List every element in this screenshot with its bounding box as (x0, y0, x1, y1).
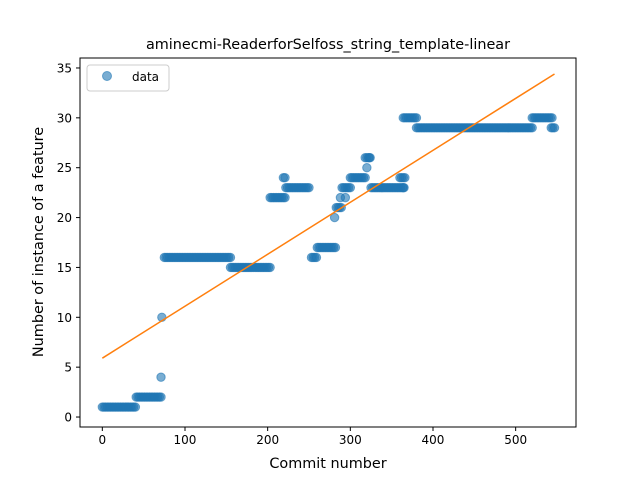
y-tick-label: 25 (57, 161, 72, 175)
data-point (360, 172, 370, 183)
x-tick-label: 200 (256, 433, 279, 447)
x-tick-label: 500 (504, 433, 527, 447)
axes-frame (79, 57, 577, 428)
x-axis-ticks: 0 100 200 300 400 500 (98, 427, 527, 447)
y-axis-label: Number of instance of a feature (31, 127, 47, 357)
data-point (411, 113, 422, 123)
data-point (549, 123, 560, 133)
legend-label-data: data (132, 70, 159, 84)
data-point (304, 182, 314, 193)
fit-line (101, 73, 555, 359)
x-axis-label: Commit number (269, 456, 386, 472)
data-point (527, 123, 537, 133)
y-tick-label: 30 (57, 111, 72, 125)
data-point (362, 163, 372, 173)
data-point (156, 392, 166, 402)
y-tick-label: 5 (64, 361, 72, 375)
chart-title: aminecmi-ReaderforSelfoss_string_templat… (146, 37, 510, 53)
data-point (329, 212, 340, 223)
data-point (280, 192, 290, 203)
data-point (130, 402, 141, 412)
data-point (265, 262, 275, 273)
y-axis-ticks: 0 5 10 15 20 25 30 35 (57, 61, 80, 425)
y-tick-label: 0 (64, 411, 72, 425)
data-point (345, 182, 356, 193)
data-point (364, 153, 375, 163)
data-point (398, 182, 408, 193)
data-point (156, 372, 166, 382)
data-point (330, 242, 341, 253)
y-tick-label: 10 (57, 311, 72, 325)
legend-marker-data (102, 71, 112, 81)
legend: data (86, 64, 170, 92)
data-point (547, 113, 557, 123)
data-point (225, 252, 236, 263)
y-tick-label: 15 (57, 261, 72, 275)
data-point (340, 192, 351, 203)
y-tick-label: 20 (57, 211, 72, 225)
y-tick-label: 35 (57, 61, 72, 75)
data-point (280, 172, 290, 183)
plot-marks (97, 73, 560, 412)
data-point (400, 172, 410, 183)
x-tick-label: 400 (422, 433, 445, 447)
x-tick-label: 300 (339, 433, 362, 447)
x-tick-label: 0 (98, 433, 106, 447)
data-point (311, 252, 322, 263)
x-tick-label: 100 (174, 433, 197, 447)
